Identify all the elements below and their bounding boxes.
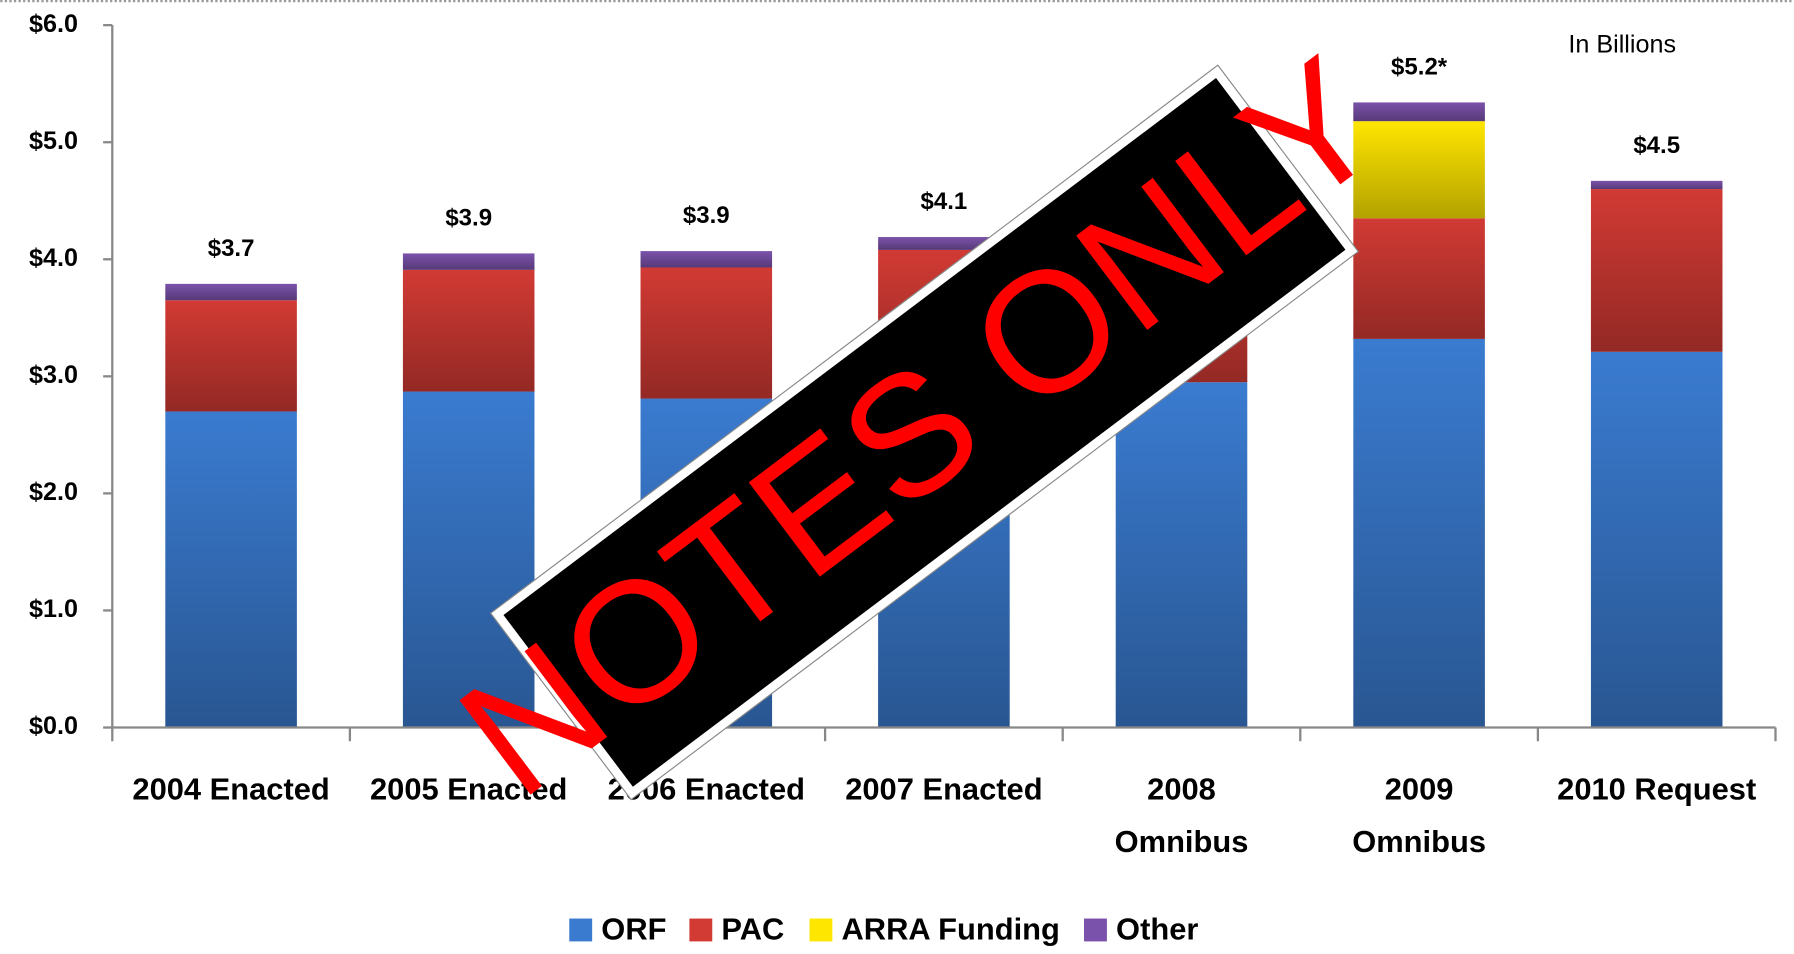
y-tick-label: $0.0 — [29, 712, 78, 740]
bar-shade — [640, 267, 773, 399]
legend-swatch — [809, 918, 833, 942]
x-tick-label: 2009 Omnibus — [1352, 772, 1486, 860]
legend-label: PAC — [721, 911, 784, 946]
bar-shade — [402, 269, 535, 392]
legend-swatch — [1084, 918, 1107, 942]
total-label: $5.2* — [1391, 53, 1448, 80]
y-tick-label: $5.0 — [29, 127, 78, 155]
bar-shade — [1115, 382, 1248, 728]
total-label: $4.5 — [1633, 132, 1680, 159]
legend-label: ORF — [601, 911, 666, 946]
bar-shade — [1353, 218, 1485, 339]
bar-shade — [1590, 180, 1723, 190]
y-tick-label: $3.0 — [29, 361, 78, 389]
legend-label: Other — [1116, 911, 1198, 946]
bar-shade — [402, 253, 535, 270]
bar-shade — [165, 283, 297, 301]
bar-shade — [1353, 121, 1485, 219]
bar-shade — [165, 411, 297, 728]
x-tick-label: 2004 Enacted — [132, 772, 329, 807]
legend-swatch — [689, 918, 713, 942]
y-tick-label: $4.0 — [29, 244, 78, 272]
bar-shade — [1590, 189, 1723, 352]
y-tick-label: $6.0 — [29, 10, 78, 38]
x-tick-label: 2008 Omnibus — [1115, 772, 1249, 860]
total-label: $4.1 — [921, 188, 968, 215]
total-label: $3.9 — [683, 202, 730, 229]
total-label: $3.9 — [445, 204, 492, 231]
bar-shade — [1590, 351, 1723, 728]
x-tick-label: 2007 Enacted — [845, 772, 1042, 807]
x-tick-label: 2005 Enacted — [370, 772, 567, 807]
total-label: $3.7 — [208, 235, 255, 262]
legend-swatch — [569, 918, 593, 942]
y-tick-label: $2.0 — [29, 478, 78, 506]
x-tick-label: 2010 Request — [1557, 772, 1756, 807]
bar-shade — [640, 251, 773, 268]
bar-shade — [165, 300, 297, 412]
y-tick-label: $1.0 — [29, 595, 78, 623]
annotation: In Billions — [1568, 30, 1676, 58]
bar-shade — [402, 391, 535, 728]
stamp-body — [503, 78, 1346, 787]
legend-label: ARRA Funding — [842, 911, 1060, 946]
bar-shade — [1353, 102, 1485, 122]
bar-shade — [1353, 338, 1485, 728]
